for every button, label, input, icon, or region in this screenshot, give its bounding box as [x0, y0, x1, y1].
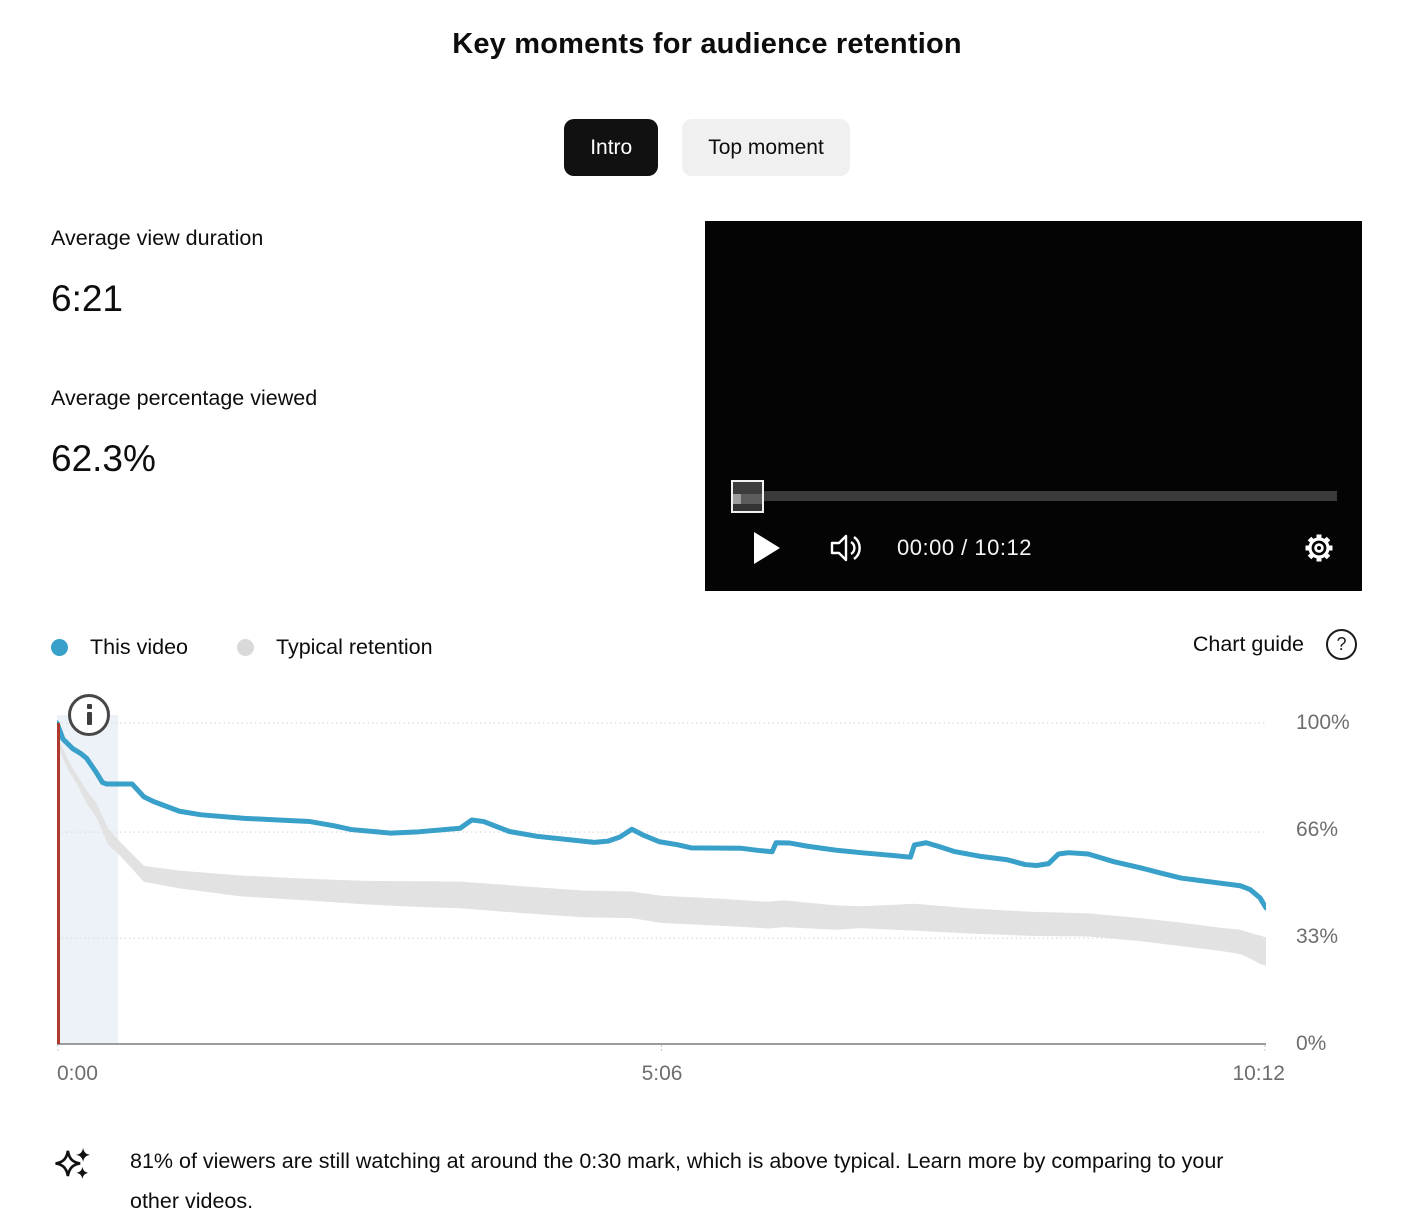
- volume-button[interactable]: [825, 529, 867, 567]
- play-icon: [754, 532, 780, 564]
- play-button[interactable]: [753, 531, 781, 565]
- y-tick-33: 33%: [1296, 925, 1339, 948]
- insight-text: 81% of viewers are still watching at aro…: [130, 1149, 1224, 1213]
- sparkle-icon: [53, 1143, 95, 1185]
- moment-chip-row: Intro Top moment: [0, 119, 1414, 176]
- scrubber-thumbnail: [733, 482, 762, 494]
- y-tick-66: 66%: [1296, 818, 1339, 841]
- speaker-icon: [830, 534, 861, 562]
- avg-view-duration-label: Average view duration: [51, 226, 264, 250]
- intro-shaded-region: [57, 715, 119, 1044]
- avg-percentage-viewed-label: Average percentage viewed: [51, 386, 318, 410]
- chart-legend: This video Typical retention: [51, 633, 433, 661]
- info-icon[interactable]: [68, 694, 110, 736]
- chip-top-moment[interactable]: Top moment: [682, 119, 850, 176]
- time-display: 00:00 / 10:12: [897, 535, 1032, 560]
- settings-button[interactable]: [1298, 527, 1340, 569]
- this-video-retention-line: [57, 720, 1266, 911]
- this-video-legend-dot: [51, 638, 68, 656]
- chip-intro[interactable]: Intro: [564, 119, 659, 176]
- y-tick-0: 0%: [1296, 1032, 1327, 1055]
- x-tick-start: 0:00: [57, 1062, 98, 1085]
- typical-retention-legend-label: Typical retention: [276, 634, 433, 659]
- help-icon: ?: [1326, 629, 1357, 660]
- chart-guide-label: Chart guide: [1192, 632, 1304, 656]
- gear-icon: [1305, 534, 1333, 562]
- retention-chart[interactable]: [57, 700, 1266, 1052]
- x-tick-end: 10:12: [1232, 1062, 1285, 1085]
- typical-retention-band: [57, 735, 1266, 966]
- video-progress-bar[interactable]: [733, 491, 1337, 501]
- avg-view-duration-value: 6:21: [51, 278, 124, 319]
- page-title: Key moments for audience retention: [452, 28, 962, 60]
- this-video-legend-label: This video: [90, 634, 188, 659]
- video-player[interactable]: 00:00 / 10:12: [705, 221, 1362, 591]
- x-tick-mid: 5:06: [641, 1062, 683, 1085]
- chart-guide-button[interactable]: Chart guide ?: [1193, 629, 1357, 660]
- typical-retention-legend-dot: [237, 638, 254, 656]
- avg-percentage-viewed-value: 62.3%: [51, 438, 156, 479]
- y-tick-100: 100%: [1296, 711, 1350, 734]
- scrubber-preview[interactable]: [731, 480, 764, 513]
